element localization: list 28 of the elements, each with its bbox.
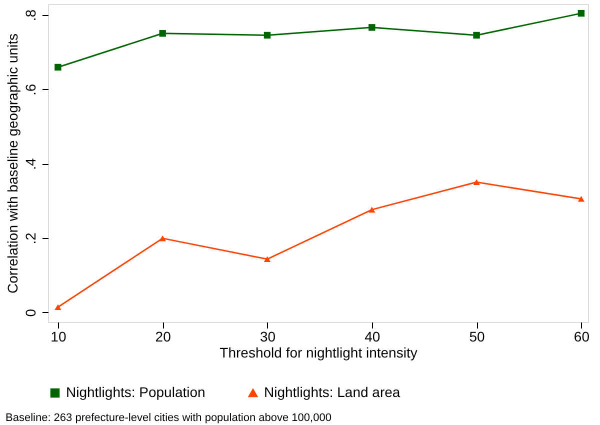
x-tick-label: 50	[469, 328, 486, 344]
point	[578, 196, 585, 202]
point	[368, 24, 376, 31]
text: Baseline: 263 prefecture-level cities with population above 100,000	[6, 412, 332, 424]
y-tick-label: .4	[22, 158, 38, 170]
y-tick-label: .2	[22, 232, 38, 244]
y-axis-title: Correlation with baseline geographic units	[4, 34, 20, 294]
x-axis-title: Threshold for nightlight intensity	[220, 344, 418, 360]
x-tick-label: 40	[364, 328, 380, 344]
point	[578, 10, 585, 17]
x-tick-label: 30	[260, 328, 276, 344]
y-tick-label: 0	[22, 308, 38, 317]
x-tick-label: 60	[574, 328, 590, 344]
x-tick-label: 20	[155, 328, 172, 344]
x-tick-label: 10	[50, 328, 66, 344]
point	[159, 235, 166, 242]
y-tick-label: .6	[22, 84, 38, 96]
legend-label: Nightlights: Land area	[264, 384, 400, 400]
point	[473, 179, 480, 186]
point	[264, 32, 271, 39]
legend-label: Nightlights: Population	[66, 384, 206, 400]
point	[54, 64, 62, 71]
point	[368, 206, 376, 213]
point	[473, 32, 480, 39]
y-tick-label: .8	[22, 9, 38, 22]
point	[54, 304, 62, 310]
point	[264, 256, 271, 262]
point	[159, 30, 166, 37]
